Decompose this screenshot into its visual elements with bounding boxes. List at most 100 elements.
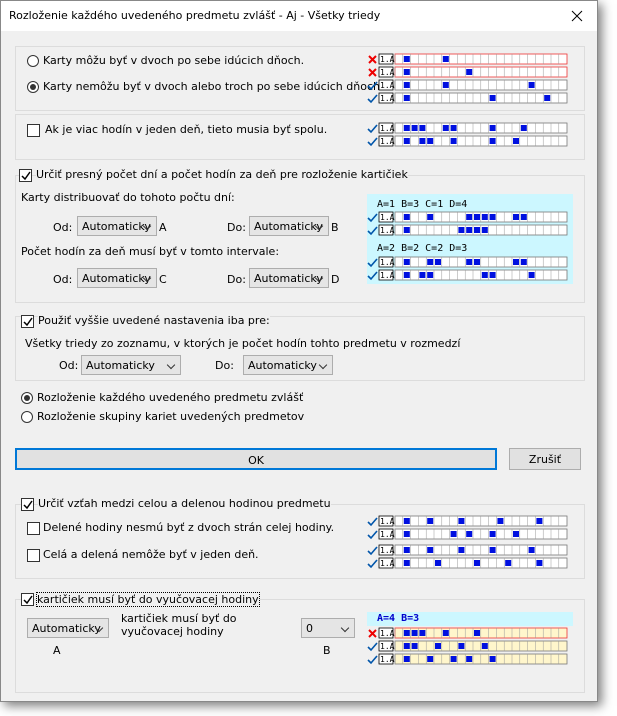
lesson [403, 125, 410, 131]
lesson [528, 82, 535, 88]
class-box [378, 640, 394, 652]
lesson [489, 656, 496, 662]
check-icon [367, 213, 378, 223]
radio[interactable] [27, 55, 39, 67]
lesson [481, 214, 488, 220]
checkbox-label: Delené hodiny nesmú byť z dvoch strán ce… [43, 521, 335, 534]
lesson [403, 227, 410, 233]
dropdown[interactable]: Automaticky [249, 268, 329, 288]
checkbox[interactable] [19, 169, 32, 182]
group-box [15, 599, 585, 693]
checkbox[interactable] [27, 522, 40, 535]
check-icon [367, 124, 378, 134]
class-label: 1.A [380, 559, 395, 568]
lesson [427, 214, 434, 220]
class-box [378, 544, 394, 556]
class-box [378, 256, 394, 268]
class-label: 1.A [380, 226, 395, 235]
dropdown[interactable]: 0 [301, 618, 355, 638]
check-icon [367, 137, 378, 147]
lesson [450, 125, 457, 131]
lesson [435, 643, 441, 649]
dropdown[interactable]: Automaticky [27, 618, 109, 638]
class-box [378, 53, 394, 65]
check-icon [367, 226, 378, 236]
lesson [466, 227, 473, 233]
lesson [442, 125, 449, 131]
lesson [489, 125, 496, 131]
checkbox[interactable] [27, 549, 40, 562]
lesson [520, 214, 527, 220]
lesson [520, 125, 527, 131]
class-label: 1.A [380, 271, 395, 280]
cross-icon [368, 68, 377, 77]
label: Od: [53, 273, 73, 286]
checkbox-label: Určiť vzťah medzi celou a delenou hodino… [38, 497, 331, 510]
lesson [403, 138, 410, 144]
lesson [442, 630, 449, 636]
radio[interactable] [21, 392, 33, 404]
cross-icon [368, 629, 377, 638]
illustration: 1.A1.A [367, 256, 568, 281]
class-box [378, 627, 394, 639]
checkbox[interactable] [21, 315, 34, 328]
class-label: 1.A [380, 81, 395, 90]
label: Do: [215, 359, 234, 372]
lesson [442, 82, 449, 88]
lesson [403, 656, 410, 662]
check-icon [367, 530, 378, 540]
dropdown[interactable]: Automaticky [243, 355, 333, 375]
lesson [474, 560, 480, 566]
dropdown[interactable]: Automaticky [249, 216, 329, 236]
radio-label: Karty môžu byť v dvoch po sebe idúcich d… [43, 54, 305, 67]
lesson [513, 214, 519, 220]
class-box [378, 528, 394, 540]
lesson [427, 547, 434, 553]
lesson [466, 259, 473, 265]
checkbox-label: kartičiek musí byť do vyučovacej hodiny [36, 592, 260, 607]
radio[interactable] [27, 81, 39, 93]
class-label: 1.A [380, 546, 395, 555]
lesson [466, 69, 473, 75]
class-box [378, 269, 394, 281]
class-box [378, 211, 394, 223]
lesson [450, 656, 457, 662]
lesson [489, 547, 496, 553]
class-label: 1.A [380, 68, 395, 77]
checkbox[interactable] [21, 593, 34, 606]
lesson [513, 138, 519, 144]
lesson [497, 518, 504, 524]
illustration: 1.A1.A [367, 544, 568, 569]
lesson [419, 272, 426, 278]
label: Karty distribuovať do tohoto počtu dní: [21, 191, 235, 204]
group-box [15, 46, 585, 111]
ok-button[interactable]: OK [15, 448, 497, 470]
close-button[interactable] [571, 10, 583, 22]
class-label: 1.A [380, 137, 395, 146]
lesson [403, 272, 410, 278]
lesson [403, 259, 410, 265]
check-icon [367, 94, 378, 104]
cancel-button[interactable]: Zrušiť [509, 448, 581, 470]
lesson [536, 518, 543, 524]
dropdown[interactable]: Automaticky [77, 268, 157, 288]
dropdown[interactable]: Automaticky [81, 355, 181, 375]
checkbox[interactable] [27, 124, 40, 137]
radio[interactable] [21, 411, 33, 423]
lesson [489, 272, 496, 278]
check-icon [367, 81, 378, 91]
lesson [403, 531, 410, 537]
lesson [403, 69, 410, 75]
lesson [427, 259, 434, 265]
label: B [323, 644, 331, 657]
lesson [481, 643, 488, 649]
checkbox[interactable] [21, 498, 34, 511]
label: B [331, 221, 339, 234]
dropdown[interactable]: Automaticky [77, 216, 157, 236]
lesson [403, 518, 410, 524]
lesson [403, 547, 410, 553]
checkbox-label: Určiť presný počet dní a počet hodín za … [36, 168, 408, 181]
class-box [378, 135, 394, 147]
lesson [528, 547, 535, 553]
class-label: 1.A [380, 629, 395, 638]
